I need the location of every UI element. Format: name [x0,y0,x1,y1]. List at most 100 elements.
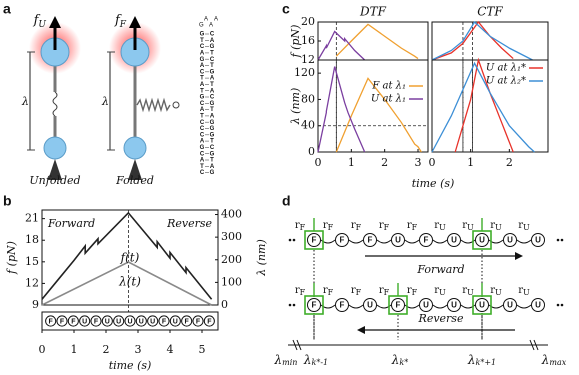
plot-frame [317,59,429,153]
x-tick-label: 0 [39,343,46,356]
base: A [210,76,215,82]
position-label-sub: min [282,358,297,367]
rate-label-sub: F [356,223,362,232]
x-tick-label: 1 [348,156,355,169]
base: A [210,88,215,94]
base: G [200,32,205,38]
base: A [210,113,215,119]
state-label: U [139,318,144,325]
state-label: U [535,301,541,310]
base: A [210,164,215,170]
rate-label-sub: F [384,223,390,232]
state-circle [503,233,517,247]
state-circle [45,315,57,327]
base: A [200,63,205,69]
rate-label: rU [490,220,502,233]
rate-label: rF [379,285,390,298]
series-line [454,57,514,153]
legend-label: U at λ₂* [486,76,526,87]
state-circle [90,315,102,327]
x-tick-label: 3 [135,343,142,356]
linker [488,239,504,244]
y-tick-label: 9 [32,298,39,311]
y-tick-label: 21 [25,212,39,225]
y-axis-label: λ (nm) [289,88,302,126]
state-circle [79,315,91,327]
force-label: fF [114,13,127,30]
y-tick-label: 40 [301,119,315,132]
base: A [200,107,205,113]
x-tick-label: 4 [167,343,174,356]
rate-label-sub: F [300,223,306,232]
rate-label-base: r [351,220,356,231]
base: C [200,170,205,176]
position-label-sub: k*-1 [311,358,328,367]
state-label: U [451,301,457,310]
rate-label-sub: F [412,223,418,232]
base: T [200,88,204,94]
panel-label: d [282,193,291,209]
state-label: U [535,236,541,245]
state-label: U [173,318,178,325]
position-label-base: λ [303,353,312,367]
linker [348,239,364,244]
base: T [200,76,204,82]
base: G [210,151,215,157]
y-tick-label: 12 [25,276,39,289]
rate-label-sub: F [300,288,306,297]
position-label-sub: max [549,358,566,367]
position-label-base: λ [541,353,550,367]
state-circle [419,233,433,247]
state-circle [475,233,489,247]
rate-label-sub: U [495,288,502,297]
position-label: λmax [541,353,567,368]
base: C [210,32,215,38]
series-line [431,20,514,61]
base: G [210,69,215,75]
rate-label: rF [295,220,306,233]
state-circle [447,233,461,247]
state-circle [101,315,113,327]
base: A [200,158,205,164]
position-label-sub: k*+1 [475,358,496,367]
base: G [200,57,205,63]
state-label: U [451,236,457,245]
rate-label-base: r [407,285,412,296]
rate-label-base: r [518,285,523,296]
x-tick-label: 1 [71,343,78,356]
state-circle [391,298,405,312]
x-tick-label: 3 [415,156,422,169]
annotation: Forward [47,217,95,230]
x-axis-label: time (s) [412,177,455,190]
base: T [210,82,214,88]
base: T [210,50,214,56]
base: T [210,158,214,164]
direction-label: Reverse [418,312,464,325]
state-label: U [479,301,485,310]
state-circle [363,298,377,312]
rate-label-base: r [323,220,328,231]
loop-base: A [209,23,213,29]
base: A [210,38,215,44]
state-label: U [507,236,513,245]
base: C [200,132,205,138]
base: G [210,120,215,126]
state-label: U [395,236,401,245]
chain-dot [560,238,564,242]
linker [460,239,476,244]
base: G [210,44,215,50]
state-circle [113,315,125,327]
state-circle [203,315,215,327]
state-circle [307,233,321,247]
position-label-base: λ [391,353,400,367]
arrow-head [357,326,365,334]
rate-label-base: r [462,285,467,296]
linker [320,304,336,309]
y-axis-label: f (pN) [289,25,302,59]
rate-label: rU [518,285,530,298]
state-label: F [71,318,76,325]
panel-label: b [3,193,12,209]
loop-base: A [214,17,218,23]
state-label: F [312,301,317,310]
chain-dot [288,303,292,307]
